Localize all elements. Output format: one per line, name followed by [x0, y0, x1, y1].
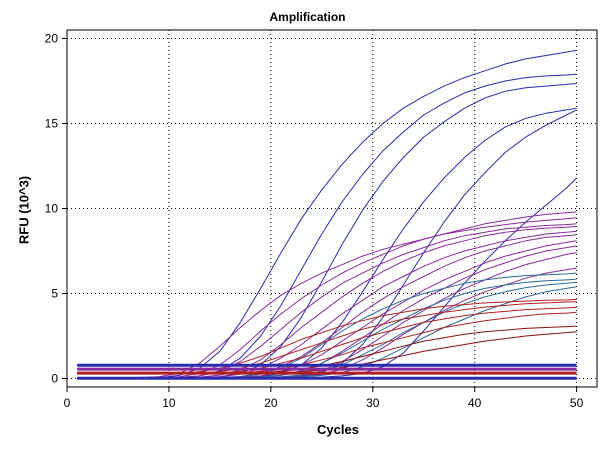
x-tick-label: 0 — [64, 396, 71, 410]
amplification-curve — [77, 217, 577, 379]
y-tick-label: 10 — [45, 202, 59, 216]
y-tick-label: 15 — [45, 117, 59, 131]
amplification-curve — [77, 306, 577, 374]
x-tick-label: 50 — [570, 396, 584, 410]
amplification-curve — [77, 331, 577, 374]
amplification-curve — [77, 298, 577, 374]
x-tick-label: 30 — [366, 396, 380, 410]
x-tick-label: 10 — [162, 396, 176, 410]
amplification-curve — [77, 301, 577, 374]
x-axis-label: Cycles — [317, 422, 359, 437]
amplification-curve — [77, 107, 577, 379]
y-tick-label: 0 — [51, 372, 58, 386]
chart-title: Amplification — [269, 10, 346, 24]
x-tick-label: 20 — [264, 396, 278, 410]
amplification-curve — [77, 211, 577, 379]
amplification-curve — [77, 73, 577, 379]
amplification-curve — [77, 83, 577, 379]
amplification-curve — [77, 49, 577, 379]
y-tick-label: 5 — [51, 287, 58, 301]
y-tick-label: 20 — [45, 32, 59, 46]
amplification-curve — [77, 240, 577, 379]
x-tick-label: 40 — [468, 396, 482, 410]
